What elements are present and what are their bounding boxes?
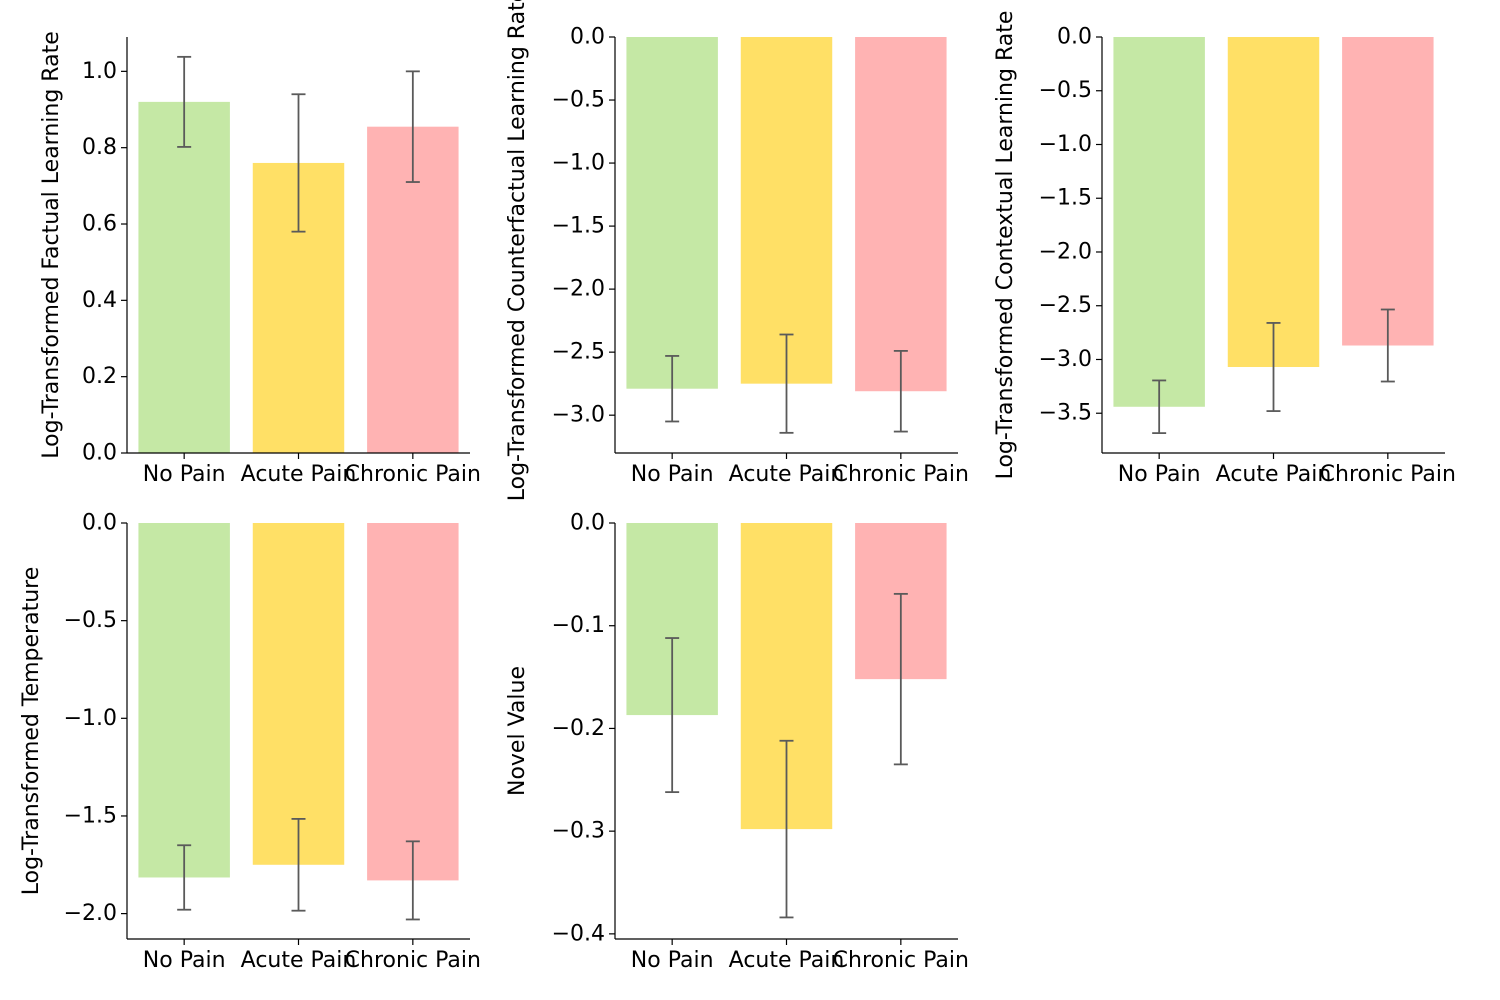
y-tick-label: −0.2 <box>552 716 605 741</box>
error-bar <box>1266 322 1281 412</box>
x-tick-label: Chronic Pain <box>345 948 481 973</box>
y-tick-label: −1.0 <box>64 706 117 731</box>
y-tick-label: −1.0 <box>1039 132 1092 157</box>
x-tick-label: No Pain <box>143 462 226 487</box>
panel-factual-learning-rate: 0.0 0.2 0.4 0.6 0.8 1.0 No Pain Acute PainChron… <box>39 31 481 487</box>
bar-acute-pain <box>740 37 833 384</box>
y-tick-label: −2.5 <box>552 340 605 365</box>
x-tick-label: No Pain <box>1118 462 1201 487</box>
error-bar <box>177 844 192 911</box>
y-tick-label: 1.0 <box>82 59 117 84</box>
error-bar <box>291 817 306 912</box>
x-tick-label: Acute Pain <box>241 462 357 487</box>
y-tick-label: −0.1 <box>552 613 605 638</box>
x-tick-label: No Pain <box>631 462 714 487</box>
error-bar <box>405 70 420 183</box>
error-bar <box>405 840 420 921</box>
error-bar <box>893 592 908 766</box>
y-tick-label: −2.5 <box>1039 293 1092 318</box>
panel-novel-value: 0.0 −0.1 −0.2 −0.3 −0.4 No Pain Acute PainChro… <box>505 511 969 974</box>
y-tick-label: −2.0 <box>1039 239 1092 264</box>
x-tick-label: No Pain <box>143 948 226 973</box>
y-tick-label: 0.4 <box>82 288 117 313</box>
panel-contextual-learning-rate: 0.0 −0.5 −1.0 −1.5 −2.0 −2.5 −3.0 −3.5 No Pain Ac… <box>993 11 1456 487</box>
bar-no-pain <box>138 523 230 878</box>
y-tick-label: −0.5 <box>552 88 605 113</box>
bar-acute-pain <box>1227 37 1320 368</box>
y-tick-label: −3.5 <box>1039 401 1092 426</box>
error-bar <box>779 739 794 919</box>
bar-chronic-pain <box>855 37 947 392</box>
y-axis-label: Log-Transformed Factual Learning Rate <box>39 31 64 458</box>
bar-no-pain <box>626 37 718 389</box>
y-tick-label: 0.0 <box>570 511 605 536</box>
x-tick-label: Chronic Pain <box>1320 462 1456 487</box>
bar-no-pain <box>138 101 230 453</box>
y-tick-label: 0.8 <box>82 135 117 160</box>
bar-chronic-pain <box>1342 37 1434 346</box>
x-tick-label: Chronic Pain <box>345 462 481 487</box>
y-tick-label: 0.0 <box>1057 25 1092 50</box>
error-bar <box>177 55 192 148</box>
error-bar <box>665 637 680 794</box>
error-bar <box>779 333 794 434</box>
x-tick-label: Acute Pain <box>729 462 845 487</box>
error-bar <box>1152 379 1167 435</box>
y-axis-label: Log-Transformed Temperature <box>19 567 44 896</box>
y-tick-label: 0.0 <box>82 441 117 466</box>
y-tick-label: −0.5 <box>64 608 117 633</box>
x-tick-label: Acute Pain <box>729 948 845 973</box>
y-tick-label: −3.0 <box>552 403 605 428</box>
y-axis-label: Log-Transformed Counterfactual Learning … <box>505 0 530 501</box>
y-tick-label: −0.5 <box>1039 78 1092 103</box>
y-tick-label: −2.0 <box>552 277 605 302</box>
bar-no-pain <box>1113 37 1205 407</box>
x-tick-label: Acute Pain <box>1216 462 1332 487</box>
y-axis-label: Novel Value <box>505 666 530 796</box>
y-tick-label: −0.3 <box>552 819 605 844</box>
x-tick-label: No Pain <box>631 948 714 973</box>
y-tick-label: −0.4 <box>552 921 605 946</box>
y-tick-label: −1.5 <box>64 803 117 828</box>
x-tick-label: Chronic Pain <box>833 462 969 487</box>
panel-counterfactual-learning-rate: 0.0 −0.5 −1.0 −1.5 −2.0 −2.5 −3.0 No Pain Acute … <box>505 0 969 501</box>
y-tick-label: −2.0 <box>64 901 117 926</box>
y-tick-label: −1.5 <box>552 214 605 239</box>
y-axis-label: Log-Transformed Contextual Learning Rate <box>993 11 1018 480</box>
error-bar <box>1380 308 1395 383</box>
y-tick-label: −1.5 <box>1039 186 1092 211</box>
error-bar <box>893 349 908 433</box>
y-tick-label: 0.6 <box>82 212 117 237</box>
y-tick-label: −1.0 <box>552 151 605 176</box>
y-tick-label: 0.0 <box>570 25 605 50</box>
bar-chronic-pain <box>367 523 459 881</box>
x-tick-label: Chronic Pain <box>833 948 969 973</box>
error-bar <box>665 355 680 423</box>
y-tick-label: −3.0 <box>1039 347 1092 372</box>
y-tick-label: 0.0 <box>82 511 117 536</box>
panel-temperature: 0.0 −0.5 −1.0 −1.5 −2.0 No Pain Acute PainChro… <box>19 511 481 974</box>
y-tick-label: 0.2 <box>82 364 117 389</box>
bar-acute-pain <box>252 523 345 865</box>
x-tick-label: Acute Pain <box>241 948 357 973</box>
error-bar <box>291 93 306 233</box>
